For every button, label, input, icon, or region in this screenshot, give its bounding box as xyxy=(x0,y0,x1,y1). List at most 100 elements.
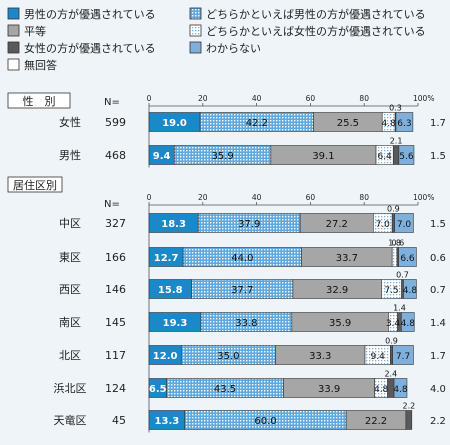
row-n: 468 xyxy=(105,149,126,162)
group-title-box xyxy=(7,176,63,193)
row-label: 中区 xyxy=(59,217,81,230)
data-label-female: 0.6 xyxy=(391,239,404,248)
data-label-unknown: 4.8 xyxy=(401,319,416,329)
row-label: 浜北区 xyxy=(54,382,87,395)
bar-segment-female xyxy=(392,145,400,165)
data-label-female: 2.1 xyxy=(390,137,403,146)
x-tick-label: 40 xyxy=(252,193,262,202)
data-label-unknown: 5.6 xyxy=(399,152,414,162)
data-label-equal: 35.9 xyxy=(329,318,351,329)
legend-swatch-rather_male xyxy=(189,7,202,20)
data-label-rather_male: 37.9 xyxy=(238,219,260,230)
data-label-rather_female: 6.4 xyxy=(377,152,392,162)
data-label-unknown: 4.8 xyxy=(393,385,408,395)
data-label-no_answer: 0.6 xyxy=(430,253,446,264)
data-label-male: 12.7 xyxy=(154,253,179,264)
bar-segment-unknown xyxy=(394,213,414,233)
data-label-unknown: 6.6 xyxy=(400,254,415,264)
data-label-no_answer: 2.2 xyxy=(430,416,446,427)
row-label: 南区 xyxy=(59,316,81,329)
data-label-male: 9.4 xyxy=(153,151,171,162)
bar-segment-female xyxy=(391,213,395,233)
row-label: 男性 xyxy=(59,148,81,162)
data-label-rather_male: 44.0 xyxy=(231,253,253,264)
data-label-rather_male: 42.2 xyxy=(246,118,268,129)
row-label: 西区 xyxy=(59,283,81,296)
x-tick-label: 100% xyxy=(413,94,434,103)
x-tick-label: 40 xyxy=(252,94,262,103)
data-label-male: 15.8 xyxy=(158,285,183,296)
row-男性: 男性 468 9.4 35.9 39.1 6.4 2.1 5.6 1.5 xyxy=(59,137,446,165)
row-n: 124 xyxy=(105,382,126,395)
data-label-female: 2.4 xyxy=(384,370,397,379)
group-0: 性 別 N= 0 20 40 60 80 100% 女性 599 19.0 42.2 25.5 4.8 0.… xyxy=(7,92,446,168)
row-天竜区: 天竜区 45 13.3 60.0 22.2 2.2 2.2 xyxy=(54,402,446,430)
data-label-rather_male: 33.8 xyxy=(235,318,257,329)
legend-label-rather_female: どちらかといえば女性の方が優遇されている xyxy=(206,24,426,38)
x-tick-label: 80 xyxy=(359,193,369,202)
data-label-no_answer: 1.5 xyxy=(430,219,446,230)
n-header: N= xyxy=(104,199,120,210)
data-label-equal: 33.3 xyxy=(309,351,331,362)
legend-swatch-rather_female xyxy=(189,24,202,37)
legend-swatch-unknown xyxy=(189,41,202,54)
data-label-no_answer: 1.4 xyxy=(430,318,446,329)
row-label: 天竜区 xyxy=(54,413,87,427)
bar-segment-unknown xyxy=(401,312,415,332)
row-n: 599 xyxy=(105,116,126,129)
bar-segment-unknown xyxy=(393,378,408,398)
data-label-no_answer: 1.7 xyxy=(430,351,446,362)
data-label-equal: 33.9 xyxy=(318,384,340,395)
row-label: 東区 xyxy=(59,251,81,264)
data-label-rather_male: 35.9 xyxy=(211,151,233,162)
row-n: 166 xyxy=(105,251,126,264)
legend-swatch-female xyxy=(7,41,20,54)
x-tick-label: 60 xyxy=(306,94,316,103)
row-東区: 東区 166 12.7 44.0 33.71.80.66.6 0.6 xyxy=(59,239,446,267)
data-label-equal: 25.5 xyxy=(337,118,359,129)
data-label-male: 6.5 xyxy=(149,384,167,395)
row-n: 45 xyxy=(112,414,126,427)
data-label-rather_female: 7.5 xyxy=(384,286,398,296)
data-label-female: 2.2 xyxy=(402,402,415,411)
data-label-rather_female: 4.8 xyxy=(382,119,397,129)
legend-label-equal: 平等 xyxy=(24,24,46,38)
bar-segment-unknown xyxy=(403,279,417,299)
data-label-equal: 33.7 xyxy=(336,253,358,264)
data-label-no_answer: 0.7 xyxy=(430,285,446,296)
x-tick-label: 0 xyxy=(147,193,152,202)
row-浜北区: 浜北区 124 6.5 43.5 33.9 4.8 2.4 4.8 4.0 xyxy=(54,370,446,398)
data-label-equal: 32.9 xyxy=(326,285,348,296)
row-n: 117 xyxy=(105,349,126,362)
data-label-male: 19.0 xyxy=(162,118,187,129)
x-tick-label: 20 xyxy=(198,193,208,202)
bar-segment-unknown xyxy=(395,112,414,132)
chart-groups: 性 別 N= 0 20 40 60 80 100%女性 599 19.0 42.2 25.5 4.80.… xyxy=(7,92,446,433)
data-label-rather_male: 60.0 xyxy=(254,416,276,427)
data-label-unknown: 7.7 xyxy=(396,352,410,362)
row-中区: 中区 327 18.3 37.9 27.2 7.0 0.9 7.0 1.5 xyxy=(59,205,446,233)
legend-swatch-no_answer xyxy=(7,58,20,71)
bar-segment-female xyxy=(389,345,394,365)
bar-segment-unknown xyxy=(398,247,417,267)
data-label-female: 0.9 xyxy=(385,337,398,346)
x-tick-label: 0 xyxy=(147,94,152,103)
group-title-box xyxy=(7,92,71,109)
n-header: N= xyxy=(104,97,120,108)
data-label-rather_male: 37.7 xyxy=(231,285,253,296)
row-label: 北区 xyxy=(59,349,81,362)
data-label-unknown: 4.8 xyxy=(403,286,418,296)
bar-segment-rather_female xyxy=(391,247,398,267)
row-n: 145 xyxy=(105,316,126,329)
group-title: 性 別 xyxy=(23,94,56,108)
x-tick-label: 100% xyxy=(413,193,434,202)
data-label-female: 0.7 xyxy=(396,271,409,280)
data-label-rather_female: 1.8 xyxy=(388,239,401,248)
legend-label-male: 男性の方が優遇されている xyxy=(24,7,156,21)
row-北区: 北区 117 12.0 35.0 33.3 9.40.9 7.7 1.7 xyxy=(59,337,446,365)
bar-segment-unknown xyxy=(392,345,414,365)
data-label-unknown: 6.3 xyxy=(397,119,411,129)
